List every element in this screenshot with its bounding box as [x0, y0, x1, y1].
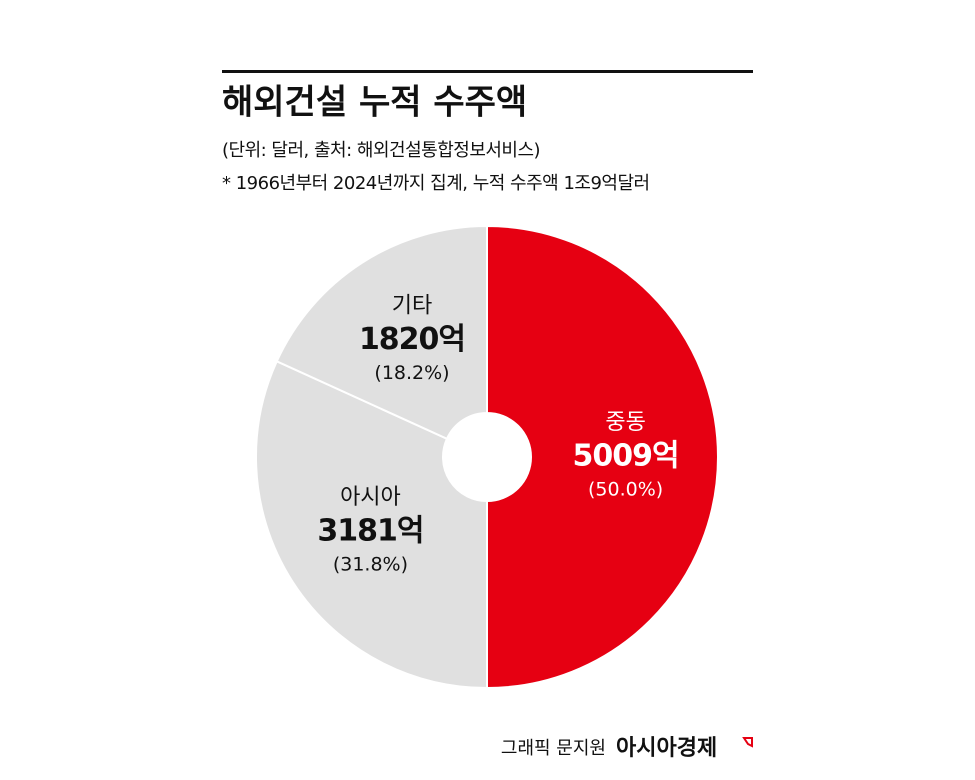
slice-name: 아시아	[340, 485, 401, 510]
slice-value-label: (31.8%)	[333, 553, 408, 575]
chart-title: 해외건설 누적 수주액	[222, 83, 527, 123]
slice-value-label: (18.2%)	[374, 362, 449, 384]
slice-value-label: (50.0%)	[588, 479, 663, 501]
logo-mark	[742, 737, 753, 748]
slice-amount: 1820억	[359, 322, 465, 357]
pie-slice	[275, 224, 488, 441]
note: * 1966년부터 2024년까지 집계, 누적 수주액 1조9억달러	[222, 173, 650, 194]
title-rule	[222, 70, 753, 73]
slice-name: 기타	[392, 293, 432, 318]
subtitle: (단위: 달러, 출처: 해외건설통합정보서비스)	[222, 140, 540, 161]
credit: 그래픽 문지원	[501, 738, 606, 759]
labels: 중동 5009억 (50.0%) 아시아 3181억 (31.8%) 기타 1820억 (18.…	[317, 293, 679, 575]
slice-amount: 3181억	[317, 513, 423, 548]
pie-slice	[486, 224, 719, 690]
slice-name: 중동	[605, 410, 645, 435]
pie	[255, 224, 719, 690]
pie-slice	[255, 359, 488, 690]
publisher: 아시아경제	[616, 736, 717, 761]
slice-amount: 5009억	[573, 439, 679, 474]
